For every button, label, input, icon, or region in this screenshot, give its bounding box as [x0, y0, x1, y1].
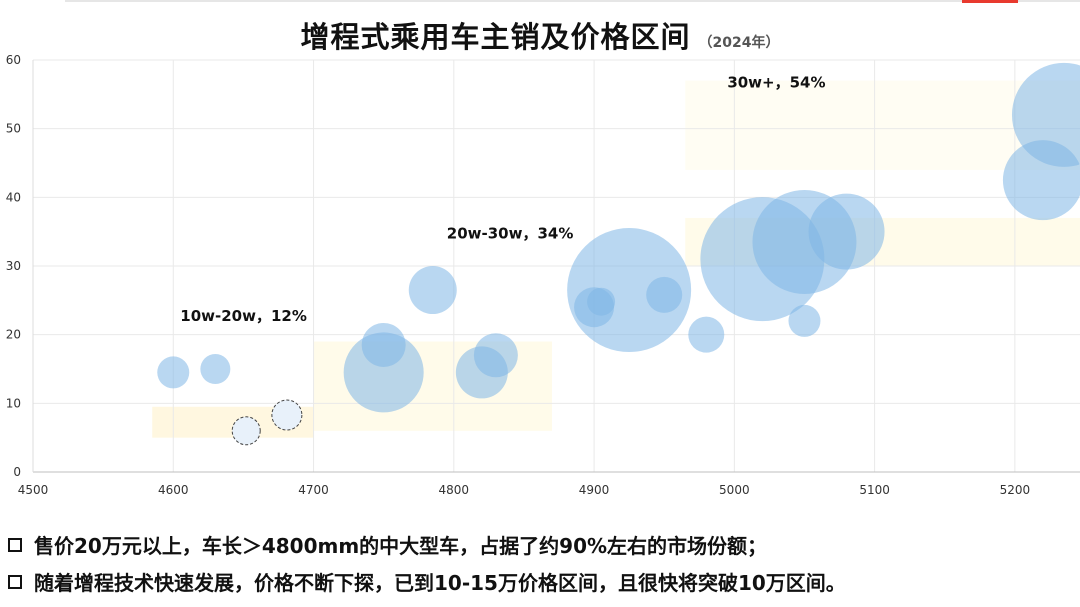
x-tick-label: 4700 — [298, 483, 329, 497]
chart-title-block: 增程式乘用车主销及价格区间 （2024年） — [0, 14, 1080, 56]
y-tick-label: 30 — [6, 259, 21, 273]
x-tick-label: 4600 — [158, 483, 189, 497]
range-share-label: 20w-30w，34% — [447, 225, 574, 243]
x-tick-label: 4900 — [579, 483, 610, 497]
y-tick-label: 50 — [6, 122, 21, 136]
bubble-point — [157, 356, 190, 389]
notes-list: 售价20万元以上，车长＞4800mm的中大型车，占据了约90%左右的市场份额； … — [6, 526, 1076, 600]
top-border-line — [65, 0, 1080, 2]
y-tick-label: 40 — [6, 190, 21, 204]
x-tick-label: 4800 — [439, 483, 470, 497]
bubble-point — [271, 399, 303, 431]
bubble-point — [688, 316, 725, 353]
bubble-chart: 4500 4600 4700 4800 4900 5000 5100 5200 0 10 20 30 4… — [6, 53, 1080, 497]
note-item: 随着增程技术快速发展，价格不断下探，已到10-15万价格区间，且很快将突破10万… — [6, 563, 1076, 600]
range-share-label: 10w-20w，12% — [180, 307, 307, 325]
y-tick-label: 20 — [6, 328, 21, 342]
bubble-point — [788, 304, 821, 337]
note-text: 售价20万元以上，车长＞4800mm的中大型车，占据了约90%左右的市场份额； — [34, 534, 768, 558]
x-tick-label: 4500 — [18, 483, 49, 497]
chart-title: 增程式乘用车主销及价格区间 — [300, 20, 691, 54]
y-tick-label: 10 — [6, 396, 21, 410]
bubble-point — [408, 266, 457, 315]
x-tick-label: 5000 — [719, 483, 750, 497]
note-item: 售价20万元以上，车长＞4800mm的中大型车，占据了约90%左右的市场份额； — [6, 526, 1076, 563]
bubble-point — [567, 228, 692, 353]
top-accent-bar — [962, 0, 1018, 3]
square-bullet-icon — [8, 537, 22, 552]
y-tick-label: 0 — [13, 465, 21, 479]
y-tick-label: 60 — [6, 53, 21, 67]
bubble-point — [361, 322, 406, 367]
square-bullet-icon — [8, 574, 22, 589]
range-share-label: 30w+，54% — [727, 73, 825, 91]
x-tick-label: 5100 — [859, 483, 890, 497]
chart-title-year: （2024年） — [698, 35, 780, 51]
bubble-point — [646, 276, 683, 313]
note-text: 随着增程技术快速发展，价格不断下探，已到10-15万价格区间，且很快将突破10万… — [34, 571, 846, 595]
bubble-point — [808, 193, 885, 270]
bubble-point — [200, 354, 231, 384]
x-tick-label: 5200 — [1000, 483, 1031, 497]
bubble-point — [1011, 62, 1080, 167]
bubble-point — [473, 333, 518, 378]
bubble-point — [231, 416, 261, 446]
